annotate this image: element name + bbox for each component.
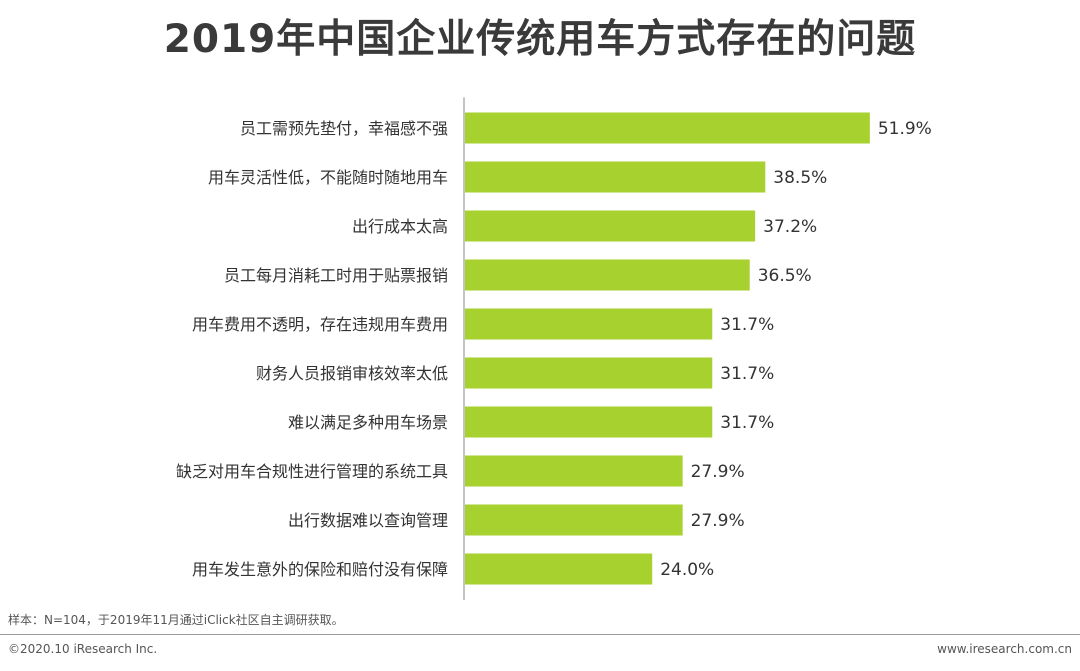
value-label: 31.7% xyxy=(720,413,774,433)
value-label: 36.5% xyxy=(758,266,812,286)
bar xyxy=(465,455,683,487)
value-label: 51.9% xyxy=(878,119,932,139)
category-label: 财务人员报销审核效率太低 xyxy=(256,364,448,383)
category-label: 出行数据难以查询管理 xyxy=(288,511,448,530)
category-label: 员工需预先垫付，幸福感不强 xyxy=(240,119,448,138)
category-label: 用车费用不透明，存在违规用车费用 xyxy=(192,315,448,334)
copyright-text: ©2020.10 iResearch Inc. xyxy=(8,642,158,656)
value-label: 24.0% xyxy=(660,560,714,580)
bar xyxy=(465,406,713,438)
value-label: 31.7% xyxy=(720,364,774,384)
footer-divider xyxy=(0,634,1080,635)
value-label: 31.7% xyxy=(720,315,774,335)
value-label: 27.9% xyxy=(691,462,745,482)
bar xyxy=(465,112,870,144)
bar xyxy=(465,259,750,291)
category-label: 用车灵活性低，不能随时随地用车 xyxy=(208,168,448,187)
website-text: www.iresearch.com.cn xyxy=(937,642,1072,656)
bar xyxy=(465,308,713,340)
bar-chart: 员工需预先垫付，幸福感不强 51.9% 用车灵活性低，不能随时随地用车 38.5% 出行… xyxy=(176,97,932,600)
category-label: 难以满足多种用车场景 xyxy=(288,413,448,432)
bar xyxy=(465,553,653,585)
value-label: 27.9% xyxy=(691,511,745,531)
category-label: 出行成本太高 xyxy=(352,217,448,236)
bar xyxy=(465,161,766,193)
sample-note: 样本：N=104，于2019年11月通过iClick社区自主调研获取。 xyxy=(8,613,344,627)
bars-layer: 员工需预先垫付，幸福感不强 51.9% 用车灵活性低，不能随时随地用车 38.5% 出行… xyxy=(176,112,932,585)
value-label: 38.5% xyxy=(773,168,827,188)
bar xyxy=(465,210,756,242)
category-label: 用车发生意外的保险和赔付没有保障 xyxy=(192,560,448,579)
value-label: 37.2% xyxy=(763,217,817,237)
bar xyxy=(465,504,683,536)
bar xyxy=(465,357,713,389)
chart-title: 2019年中国企业传统用车方式存在的问题 xyxy=(163,17,917,62)
category-label: 员工每月消耗工时用于贴票报销 xyxy=(224,266,448,285)
category-label: 缺乏对用车合规性进行管理的系统工具 xyxy=(176,462,448,481)
